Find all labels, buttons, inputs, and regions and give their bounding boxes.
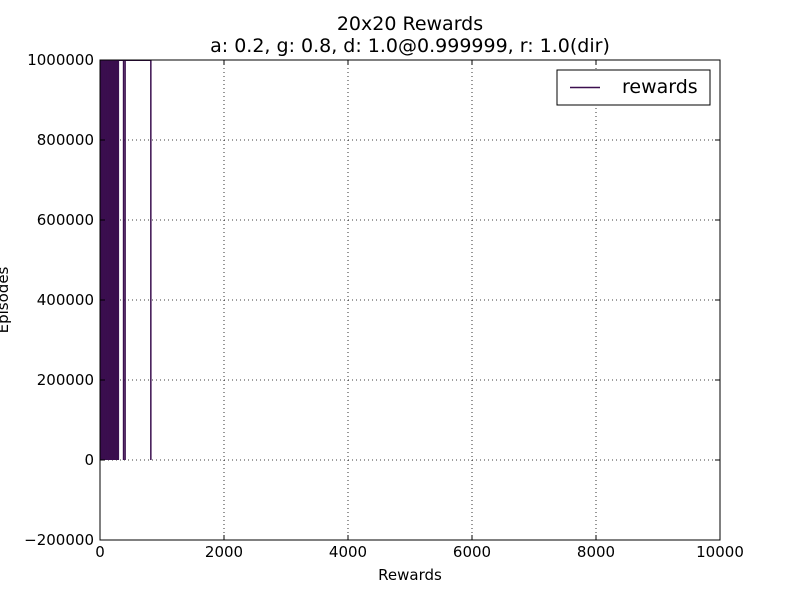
x-tick-label: 0: [95, 543, 105, 561]
legend: rewards: [556, 69, 711, 106]
x-tick-label: 4000: [329, 543, 367, 561]
x-tick-label: 6000: [453, 543, 491, 561]
x-axis-label: Rewards: [378, 566, 442, 584]
y-tick-label: 800000: [37, 131, 94, 149]
y-tick-label: 0: [84, 451, 94, 469]
data-layer: [99, 60, 152, 460]
y-axis-label: Episodes: [0, 266, 12, 333]
y-tick-label: 1000000: [27, 51, 94, 69]
x-tick-label: 2000: [205, 543, 243, 561]
y-tick-label: 200000: [37, 371, 94, 389]
x-tick-label: 10000: [696, 543, 744, 561]
x-tick-label: 8000: [577, 543, 615, 561]
chart-subtitle: a: 0.2, g: 0.8, d: 1.0@0.999999, r: 1.0(…: [210, 35, 610, 57]
axis-ticks: 0 2000 4000 6000 8000 10000−20000002000004000…: [24, 51, 744, 561]
chart-title: 20x20 Rewards: [336, 13, 484, 35]
y-tick-label: 600000: [37, 211, 94, 229]
y-tick-label: 400000: [37, 291, 94, 309]
grid-lines: [100, 60, 720, 540]
legend-label-rewards: rewards: [622, 76, 698, 98]
y-tick-label: −200000: [24, 531, 94, 549]
